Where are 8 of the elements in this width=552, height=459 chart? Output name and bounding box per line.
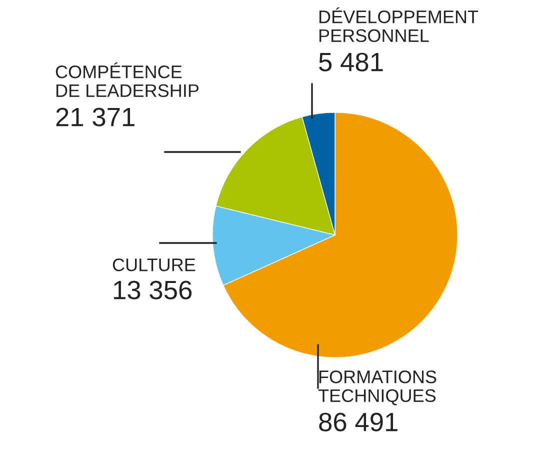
slice-label: FORMATIONS TECHNIQUES — [318, 370, 436, 406]
slice-label: DÉVELOPPEMENT PERSONNEL — [319, 7, 478, 42]
data-label: 21 371 — [56, 108, 134, 126]
data-label: 5 481 — [319, 52, 383, 72]
slice-label: CULTURE — [112, 258, 196, 272]
data-label: 13 356 — [114, 280, 192, 300]
data-label: 86 491 — [319, 412, 398, 432]
slice-label: COMPÉTENCE DE LEADERSHIP — [56, 62, 199, 98]
